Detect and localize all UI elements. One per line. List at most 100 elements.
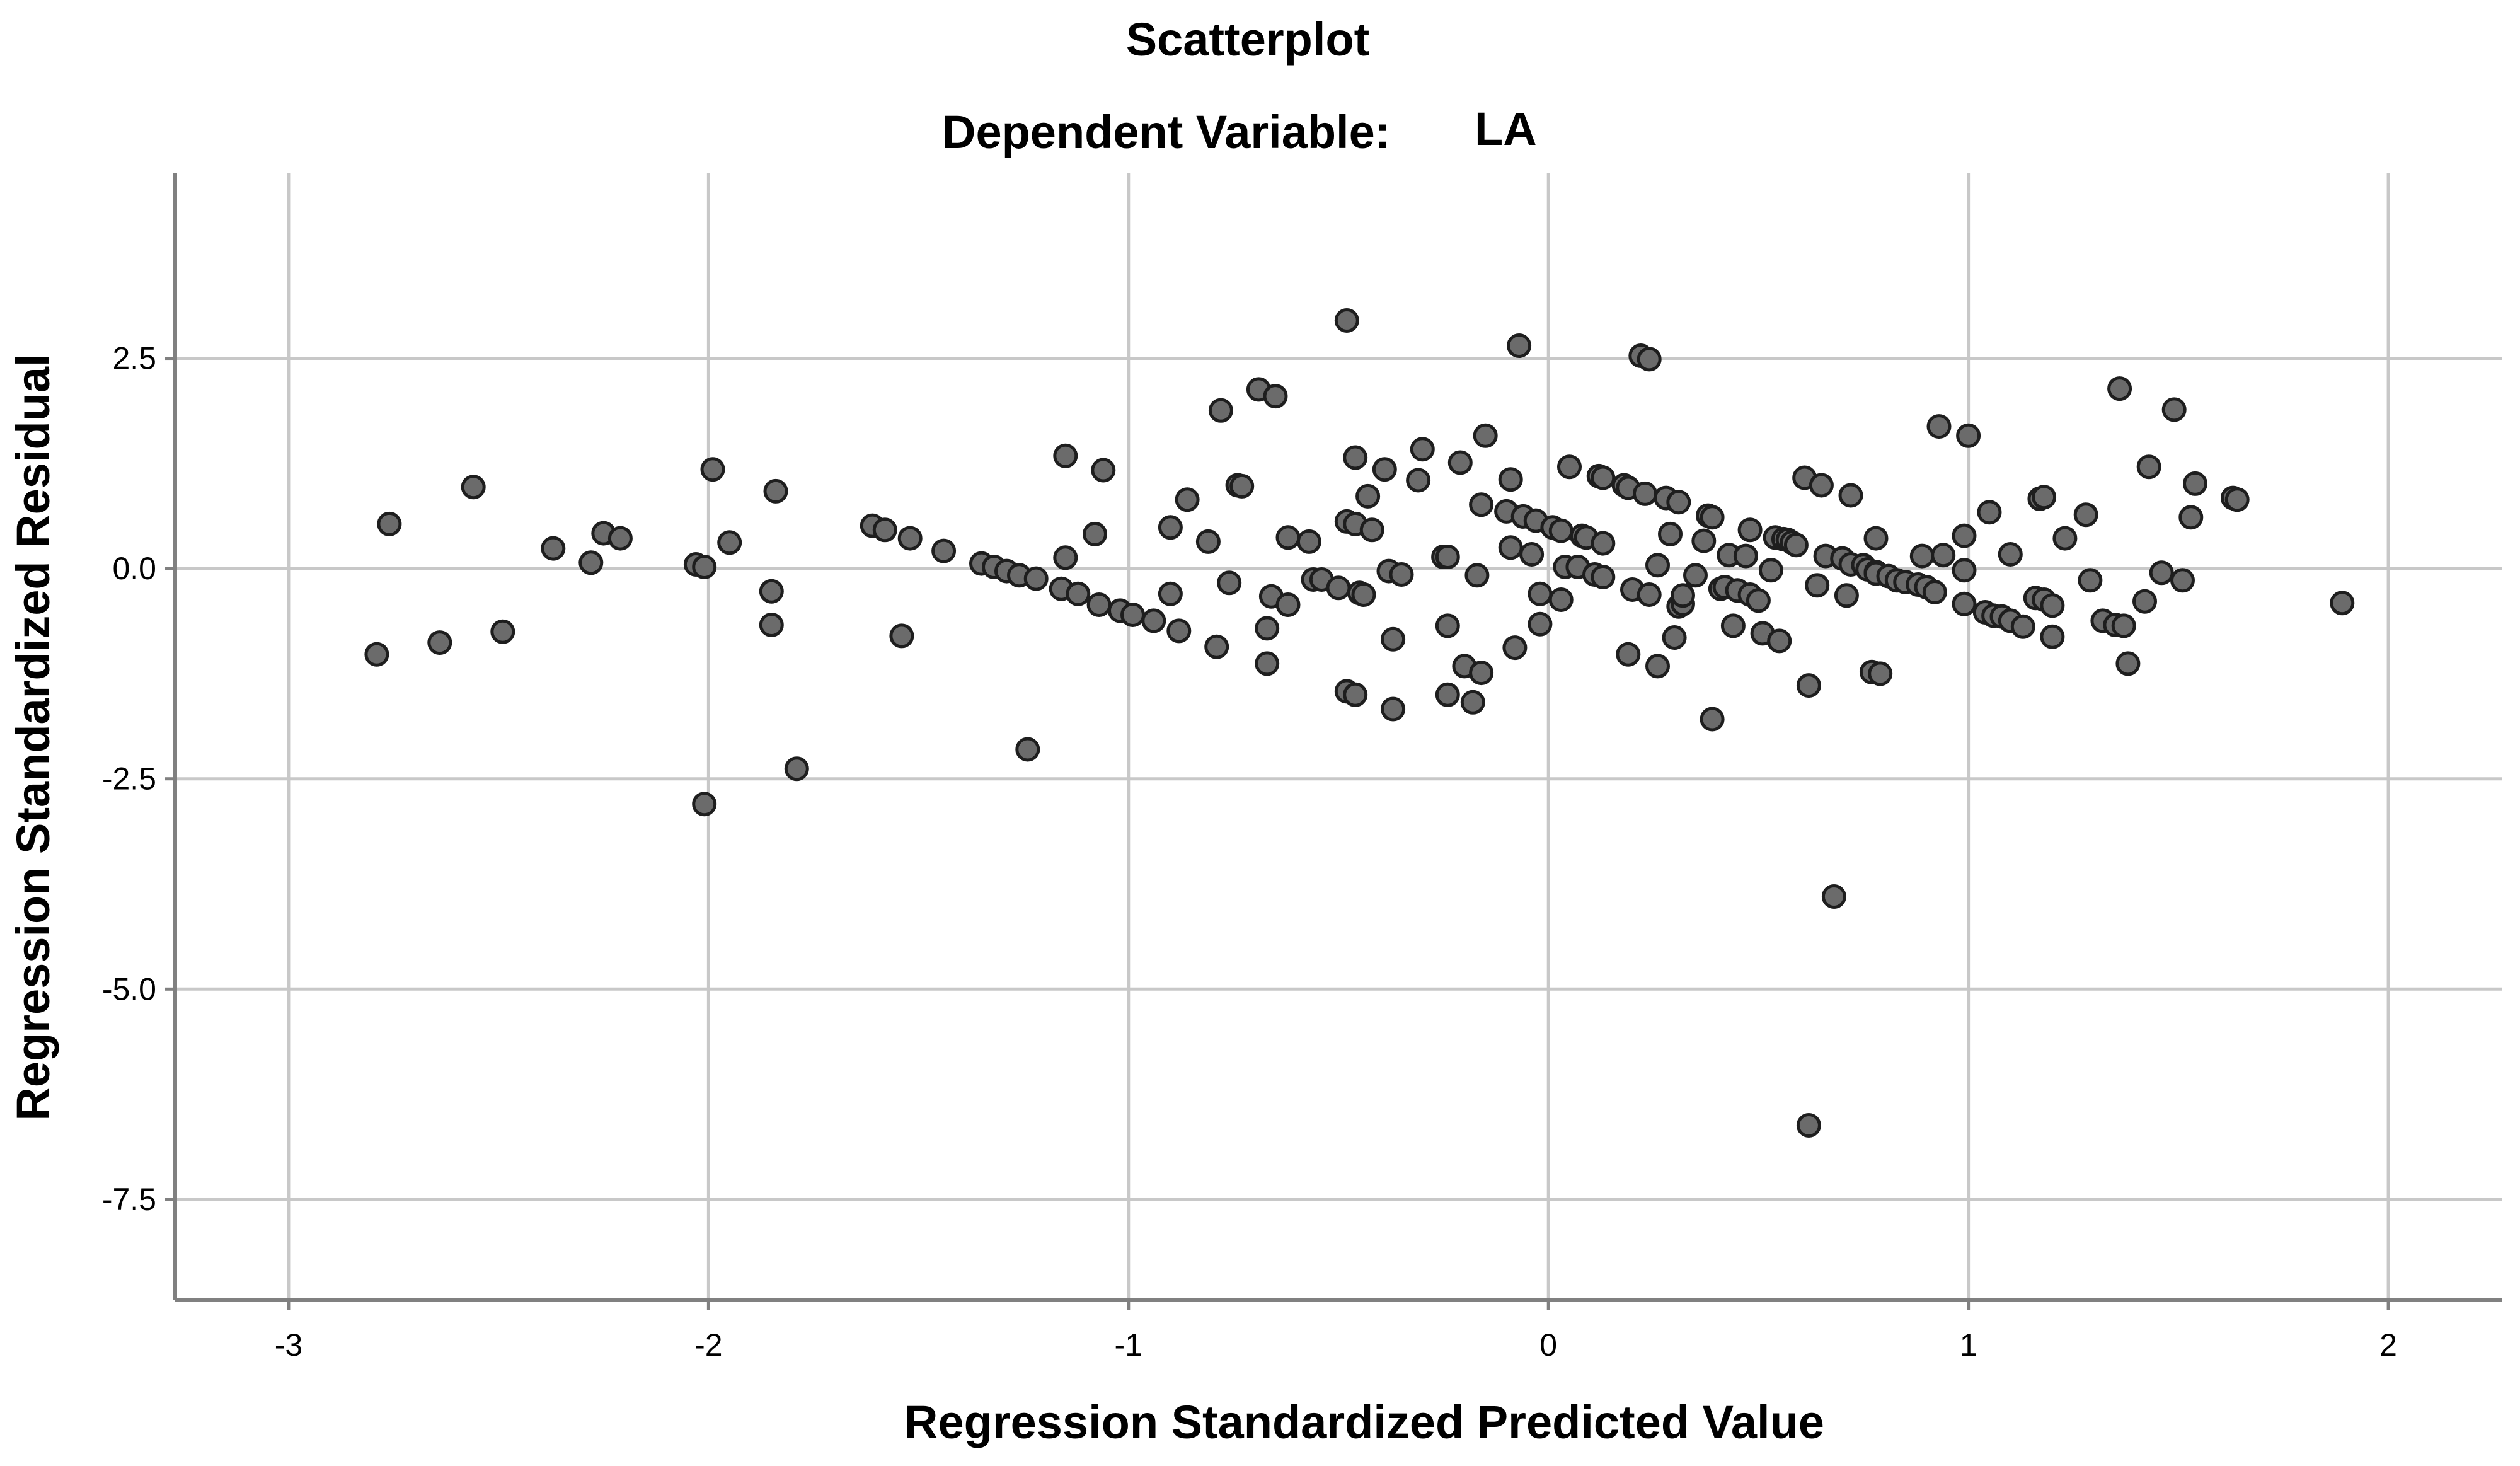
data-point	[1086, 592, 1112, 617]
data-point	[1053, 545, 1078, 570]
data-point	[1809, 473, 1834, 498]
data-point	[1591, 465, 1616, 490]
data-point	[541, 536, 566, 561]
data-point	[1926, 414, 1952, 439]
data-point	[1410, 437, 1435, 462]
data-point	[2032, 485, 2057, 510]
data-point	[872, 517, 897, 543]
data-point	[1834, 583, 1859, 608]
data-point	[931, 538, 957, 563]
data-point	[759, 613, 784, 637]
data-point	[2178, 505, 2204, 530]
data-point	[889, 623, 914, 649]
x-axis-label: Regression Standardized Predicted Value	[904, 1396, 1824, 1448]
data-point	[1372, 457, 1397, 482]
data-point	[1548, 518, 1574, 543]
data-point	[1720, 613, 1746, 638]
data-point	[1838, 483, 1863, 508]
data-point	[1691, 528, 1717, 553]
data-point	[700, 457, 725, 482]
data-point	[1796, 673, 1821, 698]
data-point	[1868, 661, 1893, 686]
data-point	[1015, 737, 1040, 762]
data-point	[1381, 696, 1406, 722]
data-point	[490, 619, 515, 644]
dependent-variable-label: Dependent Variable:	[942, 106, 1390, 158]
data-point	[1229, 473, 1255, 499]
data-point	[1758, 558, 1783, 583]
data-point	[1343, 445, 1368, 470]
data-point	[1952, 591, 1977, 616]
data-point	[1255, 616, 1280, 641]
data-point	[1519, 542, 1545, 567]
data-point	[2183, 471, 2207, 496]
data-point	[1351, 582, 1376, 607]
grid-lines	[175, 173, 2502, 1300]
data-point	[1141, 608, 1166, 633]
data-point	[1557, 454, 1582, 480]
data-point	[1616, 642, 1641, 667]
data-point	[1326, 575, 1351, 601]
data-point	[1700, 505, 1725, 530]
y-tick-labels: 2.5 0.0 -2.5 -5.0 -7.5	[102, 341, 156, 1217]
data-point	[1469, 492, 1494, 517]
data-point	[1637, 582, 1662, 607]
data-point	[763, 478, 788, 504]
data-point	[1343, 682, 1368, 707]
data-point	[427, 630, 452, 655]
data-point	[1447, 450, 1473, 475]
data-point	[1334, 308, 1359, 333]
data-point	[1469, 661, 1494, 686]
data-point	[607, 526, 633, 551]
data-point	[1023, 566, 1049, 591]
y-tick-label: 0.0	[112, 551, 156, 586]
data-point	[1460, 690, 1485, 715]
data-point	[1359, 517, 1384, 543]
data-point	[2136, 454, 2161, 480]
data-point	[364, 642, 389, 667]
data-point	[2224, 487, 2250, 512]
data-point	[461, 475, 486, 500]
data-point	[1275, 525, 1301, 550]
data-point	[1528, 611, 1553, 637]
x-tick-labels: -3 -2 -1 0 1 2	[275, 1327, 2397, 1363]
data-point	[1275, 592, 1301, 617]
data-point	[1591, 565, 1616, 589]
data-point	[1783, 533, 1809, 558]
data-point	[1863, 526, 1889, 551]
data-point	[1166, 618, 1192, 644]
data-point	[2040, 593, 2065, 618]
data-point	[2132, 589, 2157, 614]
y-tick-label: -7.5	[102, 1182, 156, 1217]
data-point	[1381, 626, 1406, 652]
data-point	[1263, 384, 1288, 409]
data-point	[717, 530, 742, 555]
x-tick-label: 1	[1960, 1327, 1977, 1363]
data-point	[1548, 587, 1574, 612]
data-point	[759, 579, 784, 604]
data-point	[1066, 581, 1091, 606]
y-tick-label: -2.5	[102, 761, 156, 797]
data-point	[1767, 628, 1792, 654]
data-point	[1956, 423, 1981, 448]
data-point	[2330, 591, 2355, 616]
data-point	[1158, 515, 1183, 540]
data-point	[1637, 347, 1662, 372]
x-tick-label: -2	[694, 1327, 722, 1363]
data-point	[1645, 553, 1670, 578]
data-point	[1498, 467, 1523, 492]
data-point	[2115, 651, 2141, 676]
data-point	[897, 526, 923, 551]
data-point	[1977, 500, 2002, 525]
data-point	[1909, 543, 1935, 569]
data-point	[1217, 570, 1242, 596]
data-point	[1053, 443, 1078, 468]
data-point	[2170, 568, 2195, 593]
data-point	[1805, 573, 1830, 598]
data-point	[1796, 1113, 1821, 1138]
y-tick-label: 2.5	[112, 341, 156, 376]
data-point	[1662, 625, 1687, 650]
data-point	[1208, 398, 1233, 423]
data-point	[1633, 481, 1657, 506]
